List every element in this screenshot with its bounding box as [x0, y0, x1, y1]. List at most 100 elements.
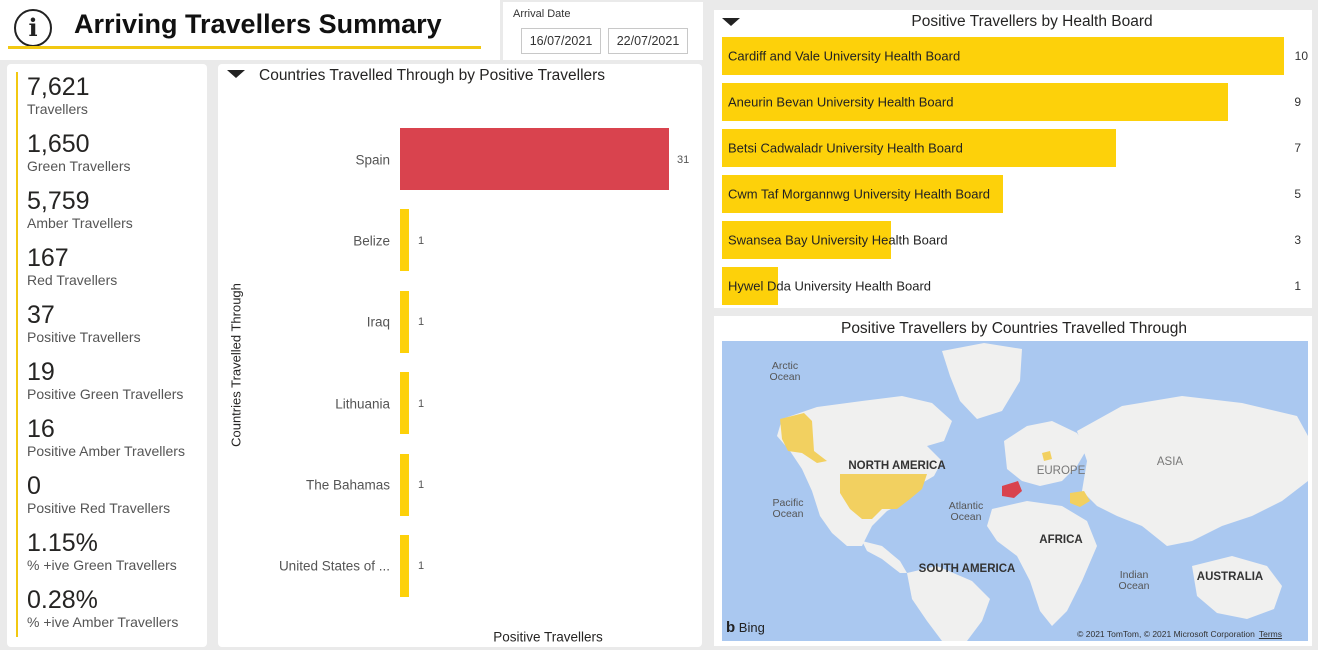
bing-logo[interactable]: b Bing [726, 619, 765, 636]
start-date-input[interactable]: 16/07/2021 [521, 28, 601, 54]
report-header: i Arriving Travellers Summary [0, 0, 500, 60]
kpi-label: Positive Amber Travellers [27, 443, 185, 459]
spain-shape [1002, 481, 1022, 498]
bar-spain[interactable] [400, 128, 669, 190]
data-label: 1 [418, 316, 425, 328]
info-icon[interactable]: i [14, 9, 52, 47]
health-board-chart-title: Positive Travellers by Health Board [911, 13, 1153, 30]
map-title: Positive Travellers by Countries Travell… [840, 320, 1188, 337]
data-label: 1 [418, 398, 425, 410]
kpi-label: Positive Travellers [27, 329, 141, 345]
category-label: Lithuania [335, 396, 390, 412]
terms-link[interactable]: Terms [1258, 629, 1282, 639]
kpi-label: Positive Red Travellers [27, 500, 171, 516]
data-label: 1 [418, 560, 425, 572]
bing-icon: b [726, 619, 736, 636]
bar-belize[interactable] [400, 209, 409, 271]
category-label: United States of ... [278, 558, 390, 574]
europe-label: EUROPE [1036, 465, 1086, 477]
africa-shape [987, 501, 1097, 626]
bar-the-bahamas[interactable] [400, 454, 409, 516]
kpi-value: 0.28% [27, 586, 98, 614]
kpi-label: % +ive Amber Travellers [27, 614, 179, 630]
kpi-card: 16 Positive Amber Travellers [27, 415, 207, 460]
health-board-bar[interactable] [722, 83, 1228, 121]
kpi-label: Positive Green Travellers [27, 386, 184, 402]
kpi-label: Travellers [27, 101, 88, 117]
health-board-label: Betsi Cadwaladr University Health Board [728, 140, 963, 156]
kpi-label: Red Travellers [27, 272, 118, 288]
atlantic-ocean-label: Atlantic Ocean [948, 500, 984, 523]
drill-down-icon[interactable] [227, 70, 245, 78]
arctic-ocean-label: Arctic Ocean [769, 360, 801, 383]
pacific-ocean-label: Pacific Ocean [772, 497, 804, 520]
drill-down-icon[interactable] [722, 18, 740, 26]
countries-y-axis-title: Countries Travelled Through [228, 283, 244, 447]
kpi-card: 7,621 Travellers [27, 73, 207, 118]
kpi-value: 0 [27, 472, 41, 500]
arrival-date-slicer: Arrival Date 16/07/2021 22/07/2021 [503, 2, 703, 60]
north-america-label: NORTH AMERICA [848, 460, 946, 472]
indian-ocean-label: Indian Ocean [1118, 569, 1150, 592]
data-label: 1 [418, 235, 425, 247]
health-board-value: 3 [1294, 233, 1301, 247]
health-board-bar[interactable] [722, 37, 1284, 75]
kpi-card: 0.28% % +ive Amber Travellers [27, 586, 207, 631]
australia-shape [1192, 556, 1282, 619]
data-label: 31 [677, 154, 690, 166]
north-america-shape [777, 396, 952, 546]
kpi-value: 19 [27, 358, 55, 386]
lithuania-shape [1042, 451, 1052, 461]
category-label: Spain [355, 152, 390, 168]
attribution-text: © 2021 TomTom, © 2021 Microsoft Corporat… [1077, 629, 1255, 639]
kpi-value: 7,621 [27, 73, 90, 101]
iraq-shape [1070, 491, 1090, 507]
health-board-value: 5 [1294, 187, 1301, 201]
category-label: Belize [353, 233, 390, 249]
health-board-value: 10 [1294, 49, 1308, 63]
title-underline [8, 46, 481, 49]
bar-lithuania[interactable] [400, 372, 409, 434]
south-america-label: SOUTH AMERICA [918, 563, 1016, 575]
usa-shape [840, 474, 927, 519]
kpi-card: 5,759 Amber Travellers [27, 187, 207, 232]
kpi-card: 19 Positive Green Travellers [27, 358, 207, 403]
health-board-value: 1 [1294, 279, 1301, 293]
alaska-shape [780, 413, 827, 463]
countries-x-axis-title: Positive Travellers [493, 629, 603, 645]
kpi-card: 37 Positive Travellers [27, 301, 207, 346]
africa-label: AFRICA [1039, 534, 1083, 546]
asia-label: ASIA [1156, 456, 1184, 468]
end-date-input[interactable]: 22/07/2021 [608, 28, 688, 54]
kpi-value: 37 [27, 301, 55, 329]
kpi-label: % +ive Green Travellers [27, 557, 177, 573]
kpi-value: 1,650 [27, 130, 90, 158]
kpi-accent-bar [16, 72, 18, 637]
slicer-label: Arrival Date [513, 8, 571, 20]
map-attribution: © 2021 TomTom, © 2021 Microsoft Corporat… [1077, 629, 1282, 639]
world-map[interactable]: Arctic Ocean Pacific Ocean Atlantic Ocea… [722, 341, 1308, 641]
asia-shape [1077, 396, 1308, 546]
bar-united-states[interactable] [400, 535, 409, 597]
page-title: Arriving Travellers Summary [74, 9, 442, 39]
health-board-bar[interactable] [722, 175, 1003, 213]
health-board-value: 7 [1294, 141, 1301, 155]
kpi-value: 1.15% [27, 529, 98, 557]
bing-label: Bing [738, 620, 765, 635]
kpi-value: 16 [27, 415, 55, 443]
health-board-value: 9 [1294, 95, 1301, 109]
south-america-shape [907, 566, 990, 641]
central-america-shape [862, 541, 907, 573]
greenland-shape [942, 343, 1022, 419]
health-board-bar[interactable] [722, 221, 891, 259]
kpi-card: 0 Positive Red Travellers [27, 472, 207, 517]
health-board-bar[interactable] [722, 129, 1116, 167]
kpi-value: 5,759 [27, 187, 90, 215]
health-board-label: Hywel Dda University Health Board [728, 278, 932, 294]
health-board-bar[interactable] [722, 267, 778, 305]
health-board-label: Aneurin Bevan University Health Board [728, 94, 954, 110]
countries-chart-title: Countries Travelled Through by Positive … [259, 67, 606, 84]
kpi-card: 167 Red Travellers [27, 244, 207, 289]
kpi-value: 167 [27, 244, 69, 272]
bar-iraq[interactable] [400, 291, 409, 353]
